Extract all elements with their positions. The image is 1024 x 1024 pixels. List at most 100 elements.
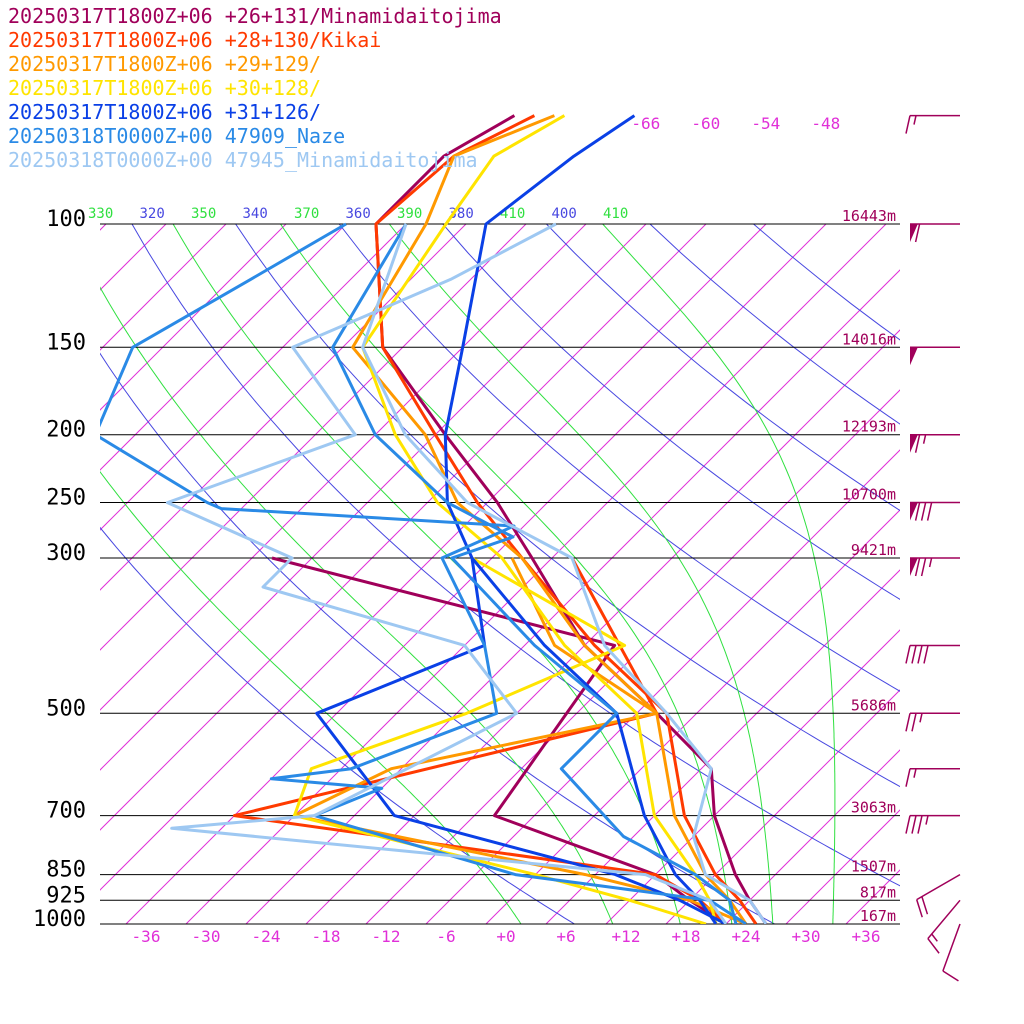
temperature-tick-label: +0 bbox=[496, 927, 515, 946]
wind-barb bbox=[905, 767, 960, 787]
isotherm-line bbox=[100, 224, 227, 351]
dry-adiabat-line bbox=[100, 526, 576, 924]
isotherm-line bbox=[125, 224, 827, 924]
dewpoint-profile bbox=[100, 222, 747, 924]
dry-adiabat-line bbox=[235, 224, 900, 788]
isotherm-line bbox=[605, 629, 900, 924]
moist-adiabat-line bbox=[922, 208, 991, 938]
wind-barb bbox=[905, 814, 960, 834]
pressure-label: 100 bbox=[46, 207, 86, 232]
theta-label: 400 bbox=[552, 206, 577, 222]
height-label: 16443m bbox=[842, 207, 896, 225]
temperature-tick-label: +30 bbox=[792, 927, 821, 946]
dry-adiabat-line bbox=[100, 352, 776, 924]
height-label: 1507m bbox=[851, 858, 896, 876]
wind-barb bbox=[905, 712, 960, 732]
wind-barb bbox=[910, 346, 960, 366]
isotherm-line bbox=[845, 869, 900, 924]
isotherm-line bbox=[100, 224, 767, 891]
temperature-tick-label: -24 bbox=[252, 927, 281, 946]
height-label: 10700m bbox=[842, 486, 896, 504]
height-label: 817m bbox=[860, 883, 896, 901]
pressure-label: 200 bbox=[46, 418, 86, 443]
pressure-label: 150 bbox=[46, 330, 86, 355]
dewpoint-profile bbox=[165, 222, 728, 924]
height-label: 5686m bbox=[851, 696, 896, 714]
moist-adiabat-line bbox=[172, 224, 681, 924]
theta-label: 350 bbox=[191, 206, 216, 222]
wind-barb bbox=[905, 644, 960, 664]
wind-barb bbox=[910, 223, 960, 243]
pressure-label: 250 bbox=[46, 486, 86, 511]
isotherm-line bbox=[100, 224, 407, 531]
pressure-label: 925 bbox=[46, 883, 86, 908]
temperature-tick-label: -18 bbox=[312, 927, 341, 946]
isotherm-line bbox=[485, 509, 900, 924]
legend-entry: 20250318T0000Z+00 47909_Naze bbox=[8, 124, 346, 148]
dry-adiabat-line bbox=[649, 224, 900, 425]
moist-adiabat-line bbox=[388, 224, 774, 924]
isotherm-line bbox=[100, 224, 587, 711]
temperature-tick-label: +24 bbox=[732, 927, 761, 946]
wind-barb bbox=[942, 923, 961, 982]
isotherm-line bbox=[966, 224, 1024, 924]
moist-adiabat-line bbox=[100, 286, 614, 924]
wind-barb bbox=[910, 433, 960, 453]
dewpoint-profile bbox=[292, 556, 707, 924]
pressure-label: 700 bbox=[46, 799, 86, 824]
isotherm-line bbox=[785, 809, 900, 924]
moist-adiabat-line bbox=[100, 470, 522, 924]
isotherm-line bbox=[100, 224, 707, 831]
theta-label: 340 bbox=[243, 206, 268, 222]
isotherm-line bbox=[305, 329, 900, 924]
legend-entry: 20250317T1800Z+06 +28+130/Kikai bbox=[8, 28, 382, 52]
temperature-profile bbox=[361, 223, 768, 924]
height-label: 12193m bbox=[842, 418, 896, 436]
temperature-tick-label: +18 bbox=[672, 927, 701, 946]
isotherm-label: -54 bbox=[751, 114, 780, 133]
theta-label: 390 bbox=[397, 206, 422, 222]
isotherm-line bbox=[725, 749, 900, 924]
temperature-tick-label: -12 bbox=[372, 927, 401, 946]
legend-entry: 20250317T1800Z+06 +29+129/ bbox=[8, 52, 322, 76]
pressure-label: 500 bbox=[46, 696, 86, 721]
temperature-tick-label: +12 bbox=[612, 927, 641, 946]
theta-label: 410 bbox=[603, 206, 628, 222]
wind-barb bbox=[927, 899, 961, 954]
grid bbox=[0, 208, 1024, 938]
height-label: 14016m bbox=[842, 330, 896, 348]
temperature-tick-label: -30 bbox=[192, 927, 221, 946]
isotherm-line bbox=[100, 224, 467, 591]
temperature-tick-label: -36 bbox=[132, 927, 161, 946]
temperature-profile bbox=[331, 223, 738, 924]
height-label: 3063m bbox=[851, 799, 896, 817]
isotherm-line bbox=[100, 224, 347, 471]
temperature-tick-label: +6 bbox=[556, 927, 575, 946]
legend-entry: 20250317T1800Z+06 +26+131/Minamidaitojim… bbox=[8, 4, 502, 28]
pressure-label: 850 bbox=[46, 858, 86, 883]
wind-barb bbox=[910, 557, 960, 577]
height-label: 167m bbox=[860, 907, 896, 925]
moist-adiabat-line bbox=[956, 208, 1024, 938]
wind-barb bbox=[915, 873, 961, 918]
pressure-label: 1000 bbox=[33, 907, 86, 932]
isotherm-line bbox=[100, 224, 287, 411]
wind-barb bbox=[905, 114, 960, 134]
legend-entry: 20250318T0000Z+00 47945_Minamidaitojima bbox=[8, 148, 478, 172]
temperature-profile bbox=[443, 114, 718, 924]
isotherm-line bbox=[100, 224, 647, 771]
isotherm-line bbox=[100, 224, 527, 651]
pressure-label: 300 bbox=[46, 541, 86, 566]
legend-entry: 20250317T1800Z+06 +30+128/ bbox=[8, 76, 322, 100]
theta-label: 320 bbox=[140, 206, 165, 222]
moist-adiabat-line bbox=[279, 224, 733, 924]
isotherm-line bbox=[0, 224, 46, 924]
theta-label: 330 bbox=[88, 206, 113, 222]
isotherm-line bbox=[665, 689, 900, 924]
temperature-tick-label: -6 bbox=[436, 927, 455, 946]
dry-adiabat-line bbox=[442, 224, 900, 600]
isotherm-label: -48 bbox=[811, 114, 840, 133]
wind-barb bbox=[910, 501, 960, 521]
isotherm-label: -66 bbox=[631, 114, 660, 133]
